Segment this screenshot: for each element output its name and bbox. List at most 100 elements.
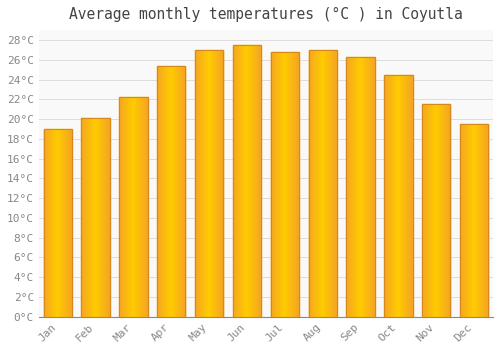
Bar (336, 50, 337, 317)
Bar (298, 52, 299, 317)
Bar (275, 52, 276, 317)
Bar (276, 52, 277, 317)
Bar (220, 50, 221, 317)
Bar (422, 104, 423, 317)
Bar (308, 50, 309, 317)
Bar (46, 129, 47, 317)
Bar (85, 118, 86, 317)
Bar (166, 66, 167, 317)
Bar (158, 66, 159, 317)
Bar (270, 52, 299, 317)
Bar (202, 50, 203, 317)
Bar (327, 50, 328, 317)
Bar (365, 57, 366, 317)
Bar (54, 129, 55, 317)
Bar (247, 45, 248, 317)
Bar (369, 57, 370, 317)
Bar (282, 52, 284, 317)
Bar (288, 52, 289, 317)
Bar (397, 75, 398, 317)
Bar (326, 50, 327, 317)
Bar (475, 124, 476, 317)
Bar (128, 97, 129, 317)
Bar (145, 97, 146, 317)
Bar (92, 118, 94, 317)
Bar (354, 57, 355, 317)
Bar (400, 75, 402, 317)
Bar (200, 50, 202, 317)
Bar (240, 45, 242, 317)
Bar (196, 50, 197, 317)
Bar (60, 129, 62, 317)
Bar (427, 104, 428, 317)
Bar (168, 66, 169, 317)
Bar (353, 57, 354, 317)
Bar (270, 52, 272, 317)
Bar (478, 124, 479, 317)
Bar (199, 50, 200, 317)
Bar (440, 104, 441, 317)
Bar (157, 66, 186, 317)
Title: Average monthly temperatures (°C ) in Coyutla: Average monthly temperatures (°C ) in Co… (69, 7, 463, 22)
Bar (273, 52, 274, 317)
Bar (142, 97, 144, 317)
Bar (119, 97, 120, 317)
Bar (469, 124, 470, 317)
Bar (408, 75, 409, 317)
Bar (239, 45, 240, 317)
Bar (175, 66, 176, 317)
Bar (176, 66, 177, 317)
Bar (56, 129, 57, 317)
Bar (48, 129, 49, 317)
Bar (182, 66, 184, 317)
Bar (322, 50, 324, 317)
Bar (357, 57, 358, 317)
Bar (177, 66, 178, 317)
Bar (70, 129, 71, 317)
Bar (406, 75, 407, 317)
Bar (399, 75, 400, 317)
Bar (198, 50, 199, 317)
Bar (334, 50, 335, 317)
Bar (179, 66, 180, 317)
Bar (104, 118, 105, 317)
Bar (387, 75, 388, 317)
Bar (291, 52, 292, 317)
Bar (55, 129, 56, 317)
Bar (197, 50, 198, 317)
Bar (82, 118, 83, 317)
Bar (180, 66, 181, 317)
Bar (405, 75, 406, 317)
Bar (106, 118, 107, 317)
Bar (422, 104, 450, 317)
Bar (324, 50, 325, 317)
Bar (313, 50, 314, 317)
Bar (94, 118, 95, 317)
Bar (388, 75, 389, 317)
Bar (102, 118, 104, 317)
Bar (445, 104, 446, 317)
Bar (234, 45, 235, 317)
Bar (141, 97, 142, 317)
Bar (214, 50, 215, 317)
Bar (349, 57, 350, 317)
Bar (137, 97, 138, 317)
Bar (292, 52, 294, 317)
Bar (164, 66, 165, 317)
Bar (125, 97, 126, 317)
Bar (442, 104, 444, 317)
Bar (297, 52, 298, 317)
Bar (146, 97, 147, 317)
Bar (157, 66, 158, 317)
Bar (44, 129, 45, 317)
Bar (208, 50, 209, 317)
Bar (392, 75, 394, 317)
Bar (165, 66, 166, 317)
Bar (386, 75, 387, 317)
Bar (245, 45, 246, 317)
Bar (108, 118, 109, 317)
Bar (432, 104, 434, 317)
Bar (366, 57, 367, 317)
Bar (178, 66, 179, 317)
Bar (134, 97, 135, 317)
